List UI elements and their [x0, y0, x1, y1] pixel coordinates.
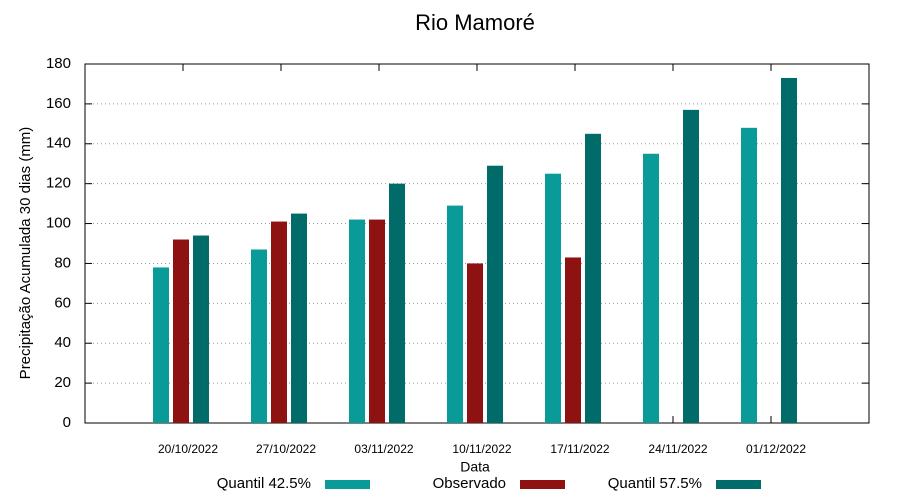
bar	[349, 219, 365, 423]
x-axis-label: Data	[460, 459, 490, 475]
legend-label: Quantil 42.5%	[217, 475, 311, 492]
y-tick-label: 60	[54, 294, 71, 311]
y-tick-label: 0	[63, 414, 71, 431]
y-tick-label: 160	[46, 95, 71, 112]
legend-label: Observado	[433, 475, 506, 492]
y-tick-label: 20	[54, 374, 71, 391]
legend-swatch	[520, 480, 565, 489]
y-tick-label: 40	[54, 334, 71, 351]
y-tick-label: 100	[46, 215, 71, 232]
bar	[643, 153, 659, 423]
x-tick-label: 24/11/2022	[648, 442, 707, 456]
bar	[781, 77, 797, 423]
bar	[447, 205, 463, 423]
x-tick-label: 27/10/2022	[256, 442, 316, 456]
bar	[683, 109, 699, 423]
x-tick-label: 01/12/2022	[746, 442, 806, 456]
bar	[193, 235, 209, 423]
bar	[487, 165, 503, 423]
bar	[173, 239, 189, 423]
bar	[271, 221, 287, 423]
y-tick-label: 140	[46, 135, 71, 152]
x-tick-label: 20/10/2022	[158, 442, 218, 456]
bar	[153, 267, 169, 423]
bar	[291, 213, 307, 423]
bar	[741, 127, 757, 424]
chart-title: Rio Mamoré	[415, 10, 535, 35]
x-tick-label: 03/11/2022	[354, 442, 413, 456]
bar	[369, 219, 385, 423]
legend-label: Quantil 57.5%	[608, 475, 702, 492]
legend-swatch	[716, 480, 761, 489]
x-tick-label: 17/11/2022	[550, 442, 609, 456]
y-axis-label: Precipitação Acumulada 30 dias (mm)	[17, 127, 34, 380]
bar	[565, 257, 581, 423]
bar	[585, 133, 601, 424]
y-tick-label: 180	[46, 55, 71, 72]
x-tick-label: 10/11/2022	[452, 442, 511, 456]
y-tick-label: 80	[54, 254, 71, 271]
legend-swatch	[325, 480, 370, 489]
y-tick-label: 120	[46, 175, 71, 192]
bar	[251, 249, 267, 423]
bar	[389, 183, 405, 423]
bar	[545, 173, 561, 423]
bar	[467, 263, 483, 423]
